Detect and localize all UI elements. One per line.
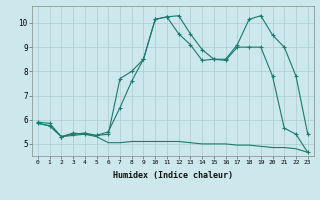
X-axis label: Humidex (Indice chaleur): Humidex (Indice chaleur) bbox=[113, 171, 233, 180]
